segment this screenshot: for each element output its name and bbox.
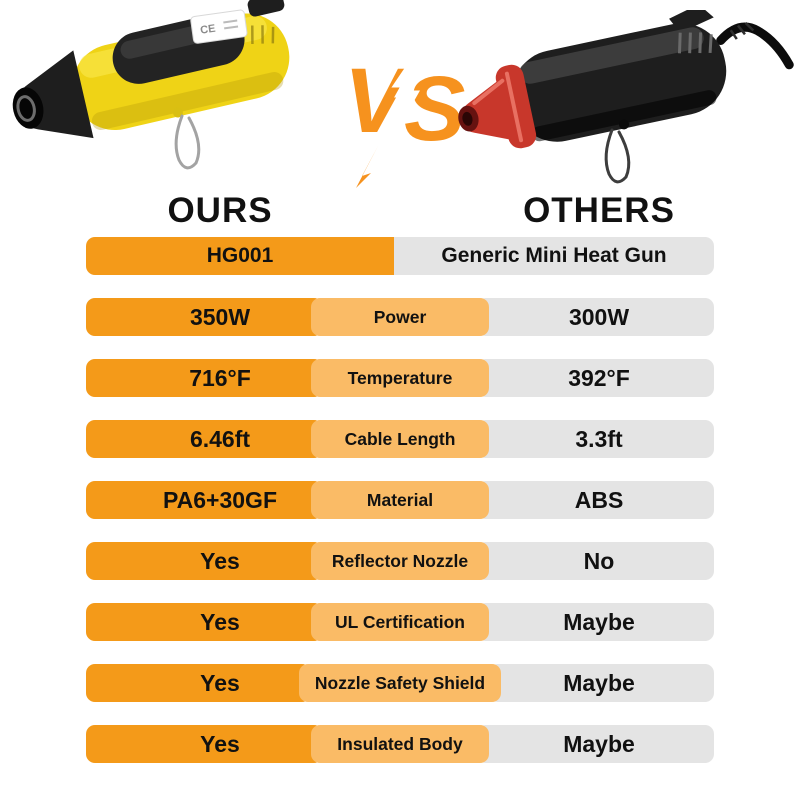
others-value: Maybe (484, 725, 714, 763)
hero-section: CE V S (0, 0, 800, 190)
column-headings: OURS OTHERS (86, 190, 714, 232)
feature-row: Nozzle Safety Shield Yes Maybe (86, 664, 714, 702)
ours-value-text: Yes (200, 669, 240, 696)
ours-value: Yes (86, 603, 354, 641)
others-value-text: ABS (574, 486, 624, 513)
feature-label: Reflector Nozzle (311, 542, 489, 580)
feature-row: Power 350W 300W (86, 298, 714, 336)
small-lightning-icon (356, 146, 378, 188)
power-cord (716, 22, 794, 70)
others-value: ABS (484, 481, 714, 519)
ours-value: Yes (86, 664, 354, 702)
ours-bar (86, 542, 323, 580)
ce-sticker: CE (190, 9, 248, 44)
others-value: 3.3ft (484, 420, 714, 458)
others-value-text: 3.3ft (575, 425, 623, 452)
others-bar (477, 542, 714, 580)
feature-row: Temperature 716°F 392°F (86, 359, 714, 397)
black-heat-gun-image (458, 10, 794, 184)
hanging-loop (174, 114, 201, 170)
ce-label: CE (199, 23, 216, 37)
ours-value: Yes (86, 725, 354, 763)
feature-label: Power (311, 298, 489, 336)
feature-label-text: Insulated Body (337, 733, 463, 754)
others-value: No (484, 542, 714, 580)
feature-label-text: Power (373, 306, 427, 327)
ours-value-text: PA6+30GF (163, 486, 277, 513)
yellow-heat-gun-image: CE (12, 0, 290, 170)
others-value: 300W (484, 298, 714, 336)
others-value-text: 392°F (568, 364, 630, 391)
feature-row: Reflector Nozzle Yes No (86, 542, 714, 580)
ours-value: 350W (86, 298, 354, 336)
feature-row: Cable Length 6.46ft 3.3ft (86, 420, 714, 458)
others-value-text: No (583, 547, 615, 574)
others-bar (477, 359, 714, 397)
feature-label: Cable Length (311, 420, 489, 458)
others-value-text: Maybe (563, 730, 635, 757)
vs-lightning-icon: V S (344, 20, 465, 188)
feature-label-text: Reflector Nozzle (331, 550, 469, 571)
ours-value-text: 6.46ft (189, 425, 251, 452)
model-name-others: Generic Mini Heat Gun (394, 237, 714, 275)
feature-label: Material (311, 481, 489, 519)
hanging-loop (604, 128, 631, 184)
lightning-bolt-icon (366, 20, 444, 174)
ours-bar (86, 664, 311, 702)
ours-bar (86, 481, 323, 519)
others-bar (477, 420, 714, 458)
others-value: Maybe (484, 664, 714, 702)
ours-bar (86, 725, 323, 763)
heading-ours: OURS (167, 191, 273, 230)
ours-value-text: Yes (200, 547, 240, 574)
others-bar (489, 664, 714, 702)
feature-label-text: Temperature (347, 367, 453, 388)
others-bar (477, 725, 714, 763)
feature-label-text: Cable Length (344, 428, 456, 449)
others-value: 392°F (484, 359, 714, 397)
feature-label: Nozzle Safety Shield (298, 664, 502, 702)
heading-others: OTHERS (523, 191, 675, 230)
feature-row: Insulated Body Yes Maybe (86, 725, 714, 763)
ours-value: 716°F (86, 359, 354, 397)
ours-value: PA6+30GF (86, 481, 354, 519)
others-value-text: Maybe (563, 669, 635, 696)
feature-rows: Power 350W 300W Temperature 716°F 392°F … (86, 298, 714, 763)
ours-value-text: Yes (200, 608, 240, 635)
feature-row: UL Certification Yes Maybe (86, 603, 714, 641)
feature-label-text: Material (366, 489, 434, 510)
ours-value: Yes (86, 542, 354, 580)
comparison-table: OURS OTHERS HG001 Generic Mini Heat Gun … (86, 190, 714, 763)
ours-bar (86, 298, 323, 336)
ours-value-text: 350W (189, 303, 251, 330)
model-row: HG001 Generic Mini Heat Gun (86, 237, 714, 275)
model-name-ours: HG001 (86, 237, 394, 275)
ours-bar (86, 420, 323, 458)
others-value: Maybe (484, 603, 714, 641)
others-bar (477, 298, 714, 336)
feature-label: UL Certification (311, 603, 489, 641)
ours-bar (86, 603, 323, 641)
others-value-text: Maybe (563, 608, 635, 635)
feature-label: Temperature (311, 359, 489, 397)
others-bar (477, 481, 714, 519)
feature-label-text: Nozzle Safety Shield (314, 672, 486, 693)
ours-value-text: 716°F (189, 364, 251, 391)
feature-label: Insulated Body (311, 725, 489, 763)
ours-value-text: Yes (200, 730, 240, 757)
others-bar (477, 603, 714, 641)
ours-value: 6.46ft (86, 420, 354, 458)
feature-label-text: UL Certification (335, 611, 465, 632)
ours-bar (86, 359, 323, 397)
feature-row: Material PA6+30GF ABS (86, 481, 714, 519)
others-value-text: 300W (568, 303, 630, 330)
